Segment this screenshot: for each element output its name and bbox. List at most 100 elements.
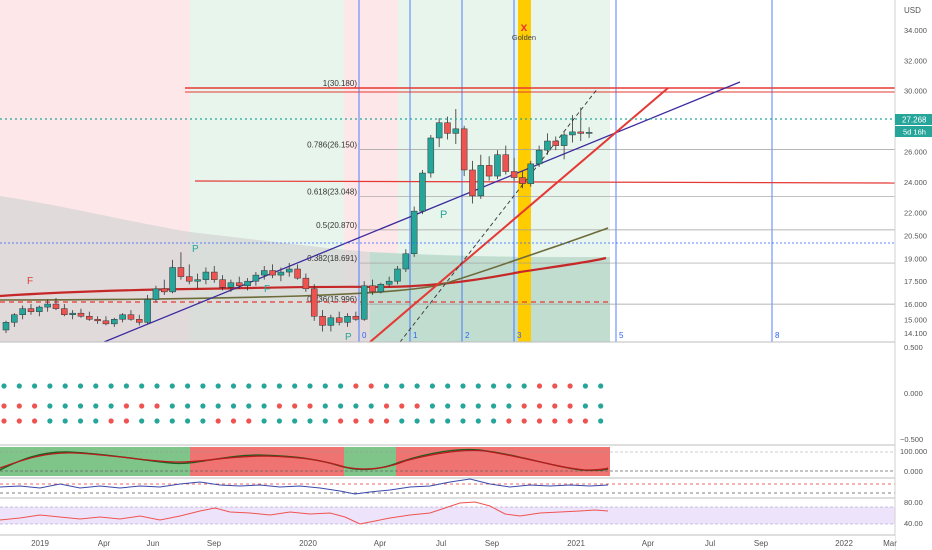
candle-body [519, 177, 526, 184]
candle [310, 284, 318, 321]
signal-dot [460, 403, 466, 409]
rsi-pane [0, 501, 895, 525]
signal-dot [185, 383, 191, 389]
time-axis-label: Apr [374, 539, 387, 548]
candle [194, 273, 201, 289]
candle [394, 265, 401, 285]
candle [460, 125, 468, 177]
uptrend-line [369, 87, 669, 343]
pattern-label-f1: F [27, 276, 33, 287]
signal-dot [307, 383, 313, 389]
fib-retracement: 1(30.180) 0.786(26.150) 0.618(23.048) 0.5(2… [185, 79, 895, 305]
signal-dot [246, 418, 252, 424]
rsi-band [0, 507, 895, 524]
candle-body [510, 171, 518, 178]
candle-body [252, 274, 260, 282]
signal-dot [230, 418, 237, 424]
candle [544, 133, 551, 155]
candle [427, 134, 435, 178]
candle-body [285, 268, 293, 273]
candle-body [410, 210, 418, 255]
pattern-label-p2: P [192, 244, 199, 255]
signal-dot [506, 418, 512, 424]
candle-body [277, 271, 285, 276]
candle [502, 145, 510, 175]
signal-dot [536, 383, 543, 389]
signal-dot [521, 418, 527, 424]
candle [494, 150, 501, 180]
candle-body [560, 134, 568, 146]
signal-dot [47, 418, 53, 424]
signal-dot [246, 403, 252, 409]
candle [44, 299, 51, 312]
candle-body [419, 172, 426, 212]
signal-dot [276, 383, 282, 389]
candle [19, 305, 26, 320]
osc-zone-green-2 [344, 447, 396, 476]
signal-dot [1, 403, 7, 409]
signal-dot [506, 403, 512, 409]
time-axis-label: Jun [147, 539, 160, 548]
price-tick-label: 26.000 [904, 148, 927, 157]
price-tick-label: 20.500 [904, 231, 927, 240]
signal-dot [322, 403, 328, 409]
signal-dot-rows [1, 383, 604, 424]
fib-label-5: 0.236(15.996) [307, 295, 357, 304]
time-axis-label: Jul [705, 539, 715, 548]
candle-body [194, 279, 201, 282]
osc1-tick-mid: 0.000 [904, 389, 923, 398]
osc2-tick-zero: 0.000 [904, 467, 923, 476]
candle-body [385, 280, 393, 285]
candle [186, 264, 193, 285]
price-tick-label: 24.000 [904, 178, 927, 187]
signal-dot [139, 383, 145, 389]
price-tick-label: 32.000 [904, 56, 927, 65]
signal-dot [108, 383, 114, 389]
candle [510, 157, 518, 181]
signal-dot [276, 403, 282, 409]
fib-label-1: 0.786(26.150) [307, 140, 357, 149]
signal-dot [506, 383, 512, 389]
golden-cross-symbol: x [521, 20, 528, 34]
signal-dot [491, 418, 497, 424]
candle [202, 267, 210, 285]
candle-body [36, 306, 43, 312]
signal-dot [169, 383, 175, 389]
candle [377, 282, 385, 294]
signal-dot [123, 383, 129, 389]
golden-cross-label: Golden [512, 33, 536, 42]
candle [36, 305, 43, 317]
candle [585, 127, 593, 138]
signal-dot [77, 383, 84, 389]
pattern-label-f2: F [264, 284, 270, 295]
rsi-tick-bottom: 40.00 [904, 519, 923, 528]
signal-dot [582, 403, 589, 409]
signal-dot [475, 383, 481, 389]
candle-body [2, 322, 10, 331]
candle-body [119, 314, 126, 320]
signal-dot [383, 383, 390, 389]
signal-dot [414, 403, 420, 409]
candle-body [169, 267, 176, 293]
signal-dot [215, 403, 221, 409]
candle-body [552, 140, 560, 146]
candle [169, 259, 176, 294]
signal-dot [215, 383, 221, 389]
candle [2, 320, 10, 333]
candle [144, 294, 151, 324]
current-price-tag [895, 114, 932, 125]
signal-dot [31, 403, 38, 409]
candle [119, 313, 126, 323]
candle-body [52, 303, 60, 309]
signal-dot [521, 403, 527, 409]
fib-label-0: 1(30.180) [323, 79, 358, 88]
signal-dot [414, 383, 420, 389]
signal-dot [108, 418, 114, 424]
signal-dot [567, 383, 573, 389]
candle-body [544, 140, 551, 151]
wave-label-5: 5 [619, 331, 624, 340]
countdown-value: 5d 16h [903, 128, 926, 137]
signal-dot [1, 383, 7, 389]
candle [252, 272, 260, 286]
